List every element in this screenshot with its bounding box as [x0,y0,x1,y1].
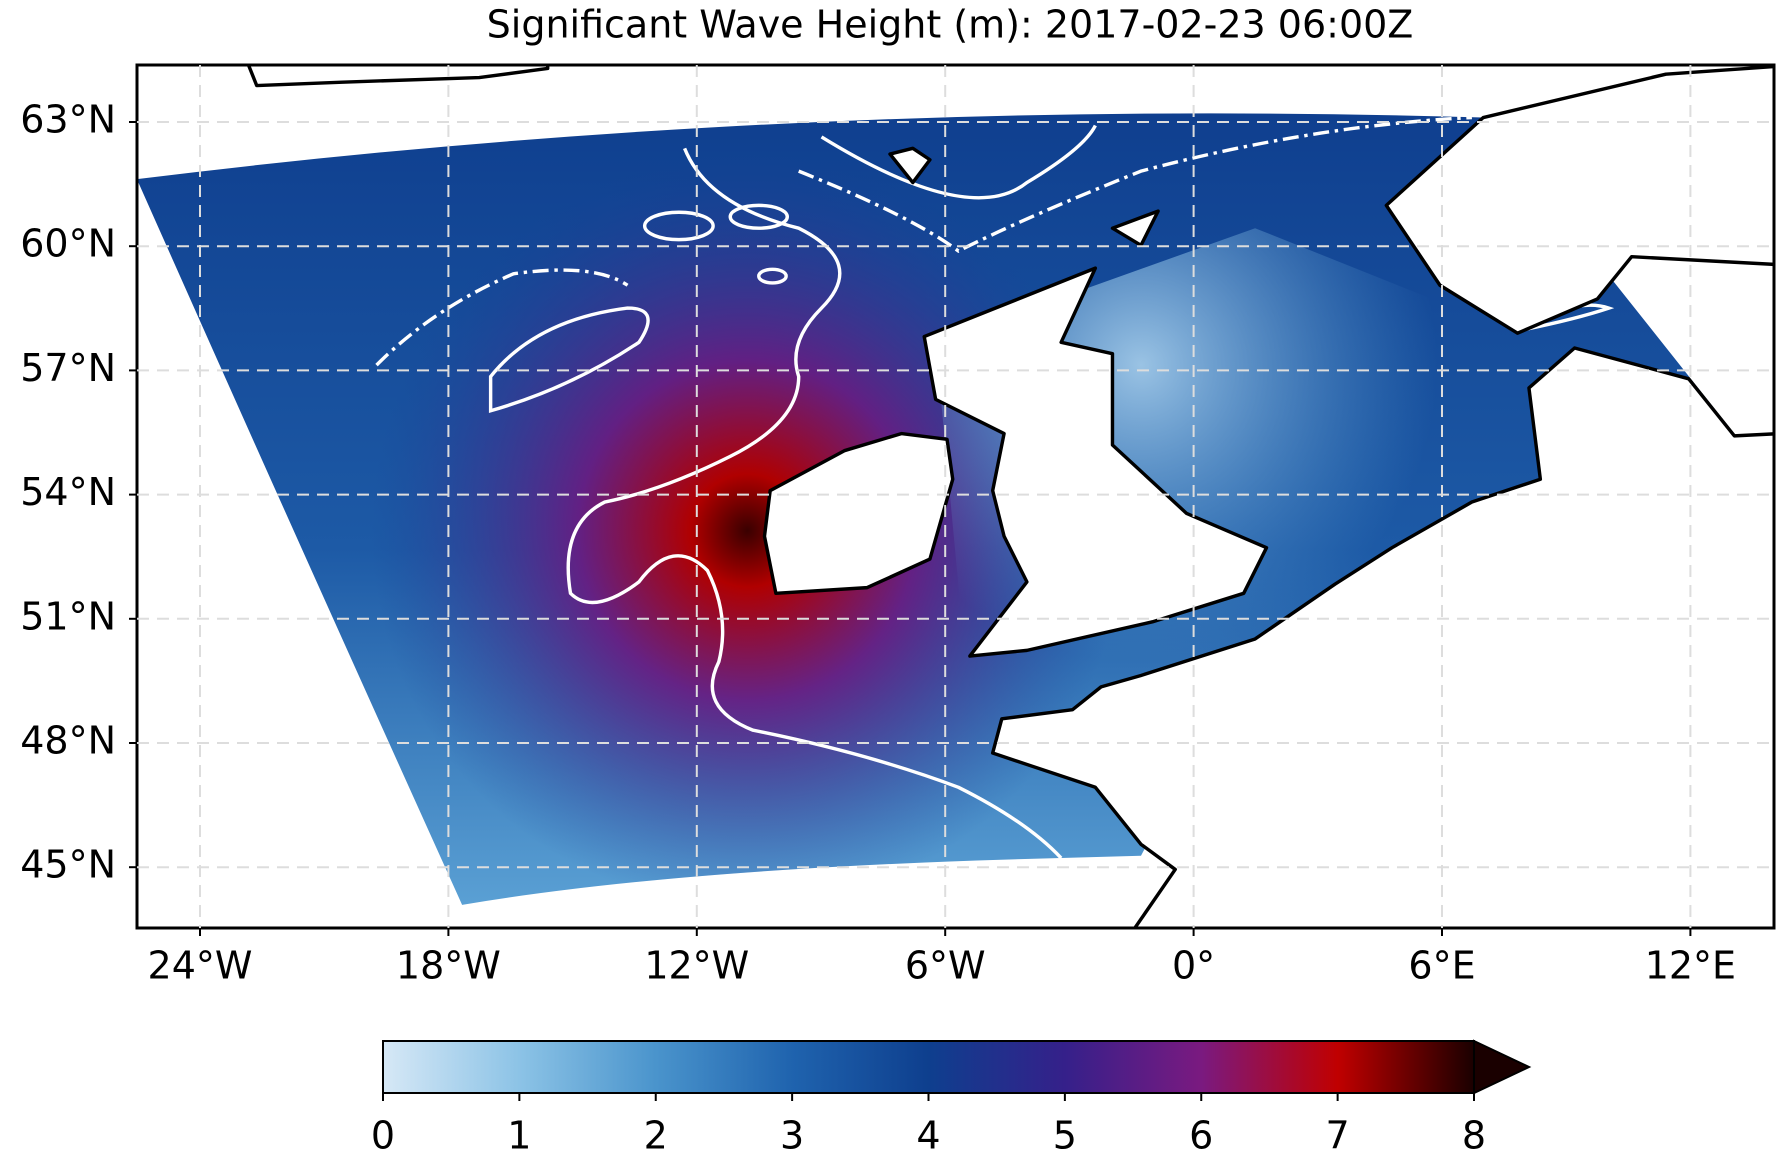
colorbar [382,1040,1475,1094]
colorbar-tick-label: 2 [644,1114,668,1158]
lon-tick-label: 0° [1172,944,1215,988]
map-title: Significant Wave Height (m): 2017-02-23 … [487,3,1414,47]
colorbar-tick-label: 0 [371,1114,395,1158]
lat-tick-label: 51°N [20,594,116,638]
lat-tick-label: 57°N [20,346,116,390]
lon-tick-label: 12°W [644,944,749,988]
lat-tick-label: 54°N [20,470,116,514]
colorbar-extend [1473,1039,1532,1095]
lat-tick-label: 48°N [20,719,116,763]
lon-tick-label: 6°E [1408,944,1475,988]
lon-tick-label: 24°W [148,944,253,988]
lon-tick-label: 12°E [1645,944,1736,988]
colorbar-tick-label: 6 [1189,1114,1213,1158]
lat-tick-label: 45°N [20,843,116,887]
colorbar-tick-label: 1 [507,1114,531,1158]
colorbar-tick-label: 8 [1462,1114,1486,1158]
bathymetry-contours [375,115,1615,860]
lat-tick-label: 60°N [20,222,116,266]
colorbar-tick-label: 5 [1053,1114,1077,1158]
lon-tick-label: 18°W [396,944,501,988]
colorbar-tick-label: 3 [780,1114,804,1158]
colorbar-tick-label: 7 [1326,1114,1350,1158]
map-frame [135,63,1776,930]
lon-tick-label: 6°W [905,944,986,988]
shelf-field [935,228,1735,799]
colorbar-tick-label: 4 [916,1114,940,1158]
lat-tick-label: 63°N [20,98,116,142]
map-layers [137,65,1774,928]
land [246,65,1774,928]
map-area [137,65,1774,928]
